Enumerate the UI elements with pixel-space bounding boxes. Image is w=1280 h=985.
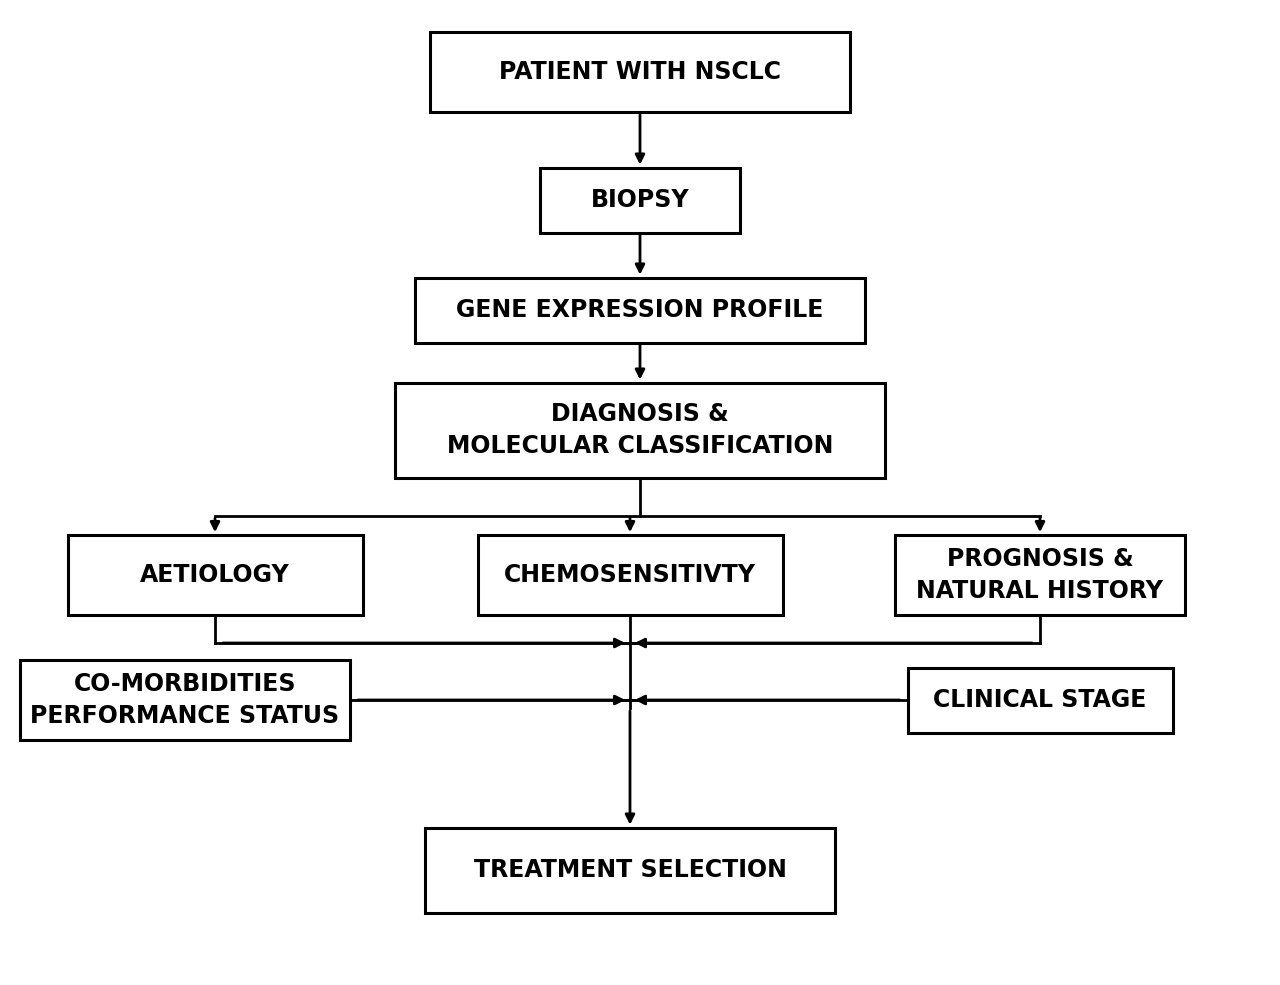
Text: DIAGNOSIS &
MOLECULAR CLASSIFICATION: DIAGNOSIS & MOLECULAR CLASSIFICATION [447,402,833,458]
Bar [477,535,782,615]
Text: PROGNOSIS &
NATURAL HISTORY: PROGNOSIS & NATURAL HISTORY [916,548,1164,603]
Text: CLINICAL STAGE: CLINICAL STAGE [933,688,1147,712]
Text: BIOPSY: BIOPSY [590,188,690,212]
Bar [895,535,1185,615]
Text: AETIOLOGY: AETIOLOGY [140,563,289,587]
Bar [430,32,850,112]
Text: CHEMOSENSITIVTY: CHEMOSENSITIVTY [504,563,756,587]
Bar [415,278,865,343]
Bar [425,827,835,912]
Text: CO-MORBIDITIES
PERFORMANCE STATUS: CO-MORBIDITIES PERFORMANCE STATUS [31,672,339,728]
Text: PATIENT WITH NSCLC: PATIENT WITH NSCLC [499,60,781,84]
Bar [396,382,884,478]
Bar [68,535,362,615]
Text: TREATMENT SELECTION: TREATMENT SELECTION [474,858,786,882]
Bar [20,660,349,740]
Bar [908,668,1172,733]
Bar [540,167,740,232]
Text: GENE EXPRESSION PROFILE: GENE EXPRESSION PROFILE [456,298,824,322]
